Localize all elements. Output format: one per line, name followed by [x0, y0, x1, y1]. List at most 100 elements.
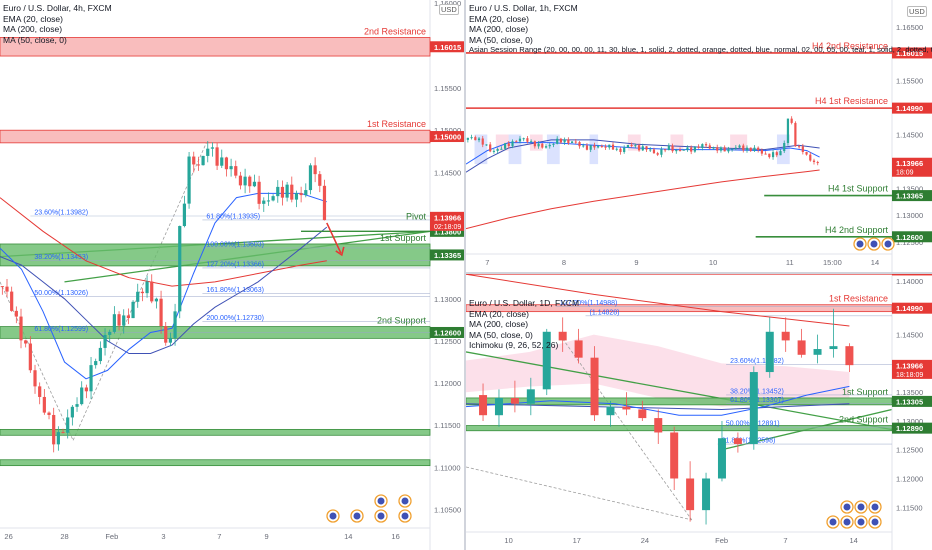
- candle-body[interactable]: [322, 185, 327, 221]
- session-box[interactable]: [627, 134, 641, 151]
- candle-body[interactable]: [474, 137, 477, 141]
- ma50-line[interactable]: [466, 403, 850, 411]
- candle-body[interactable]: [559, 138, 563, 143]
- candle-body[interactable]: [563, 139, 566, 143]
- candle-body[interactable]: [98, 347, 102, 362]
- candle-body[interactable]: [66, 417, 70, 433]
- candle-body[interactable]: [238, 175, 243, 186]
- candle-body[interactable]: [470, 137, 473, 139]
- price-axis[interactable]: [892, 0, 932, 272]
- candle-body[interactable]: [206, 148, 210, 156]
- candle-body[interactable]: [634, 145, 637, 147]
- candle-body[interactable]: [686, 478, 695, 511]
- candle-body[interactable]: [731, 148, 734, 150]
- candle-body[interactable]: [294, 193, 299, 200]
- candle-body[interactable]: [801, 146, 804, 153]
- candle-body[interactable]: [630, 144, 633, 146]
- candle-body[interactable]: [136, 291, 140, 302]
- candle-body[interactable]: [70, 406, 74, 418]
- candle-body[interactable]: [500, 148, 503, 150]
- candle-body[interactable]: [28, 343, 32, 371]
- candle-body[interactable]: [727, 149, 730, 152]
- candle-body[interactable]: [42, 396, 46, 413]
- legend-asian-session[interactable]: Asian Session Range (20, 00, 00, 00, 11,…: [469, 45, 932, 54]
- candle-body[interactable]: [537, 143, 540, 147]
- candle-body[interactable]: [678, 149, 682, 151]
- candle-body[interactable]: [103, 334, 107, 348]
- candle-body[interactable]: [708, 145, 711, 149]
- candle-body[interactable]: [813, 349, 822, 355]
- candle-body[interactable]: [196, 164, 201, 166]
- candle-body[interactable]: [712, 147, 715, 149]
- candle-body[interactable]: [477, 138, 481, 141]
- candle-body[interactable]: [745, 147, 749, 151]
- pane-divider-vertical[interactable]: [464, 0, 466, 550]
- candle-body[interactable]: [816, 161, 819, 164]
- candle-body[interactable]: [645, 146, 648, 150]
- candle-body[interactable]: [47, 412, 51, 415]
- candle-body[interactable]: [590, 357, 599, 416]
- legend-symbol[interactable]: Euro / U.S. Dollar, 1h, FXCM: [469, 3, 578, 13]
- candle-body[interactable]: [797, 340, 806, 355]
- candle-body[interactable]: [556, 138, 559, 144]
- candle-body[interactable]: [533, 141, 536, 147]
- candle-body[interactable]: [220, 157, 224, 166]
- candle-body[interactable]: [308, 165, 313, 191]
- candle-body[interactable]: [299, 193, 303, 196]
- candle-body[interactable]: [522, 138, 525, 140]
- candle-body[interactable]: [271, 196, 275, 201]
- trendline[interactable]: [466, 351, 893, 431]
- candle-body[interactable]: [686, 147, 689, 150]
- chart-4h-canvas[interactable]: 1.10500 1.11000 1.11500 1.12000 1.12500 1.130…: [0, 0, 464, 550]
- chart-1d-canvas[interactable]: 1.11500 1.12000 1.12500 1.13000 1.13500 1.140…: [466, 274, 932, 550]
- chart-pane-1d[interactable]: 1.11500 1.12000 1.12500 1.13000 1.13500 1.140…: [466, 274, 932, 550]
- candle-body[interactable]: [24, 340, 28, 344]
- candle-body[interactable]: [656, 153, 659, 155]
- candle-body[interactable]: [757, 147, 760, 151]
- candle-body[interactable]: [768, 153, 771, 158]
- candle-body[interactable]: [637, 145, 641, 151]
- candle-body[interactable]: [652, 149, 656, 154]
- candle-body[interactable]: [552, 143, 555, 145]
- candle-body[interactable]: [775, 152, 778, 156]
- chart-1h-canvas[interactable]: 1.125001.130001.135001.140001.145001.150…: [466, 0, 932, 272]
- candle-body[interactable]: [719, 147, 723, 151]
- candle-body[interactable]: [201, 155, 205, 166]
- candle-body[interactable]: [667, 145, 670, 151]
- candle-body[interactable]: [742, 145, 745, 151]
- ma50-line[interactable]: [0, 226, 328, 354]
- candle-body[interactable]: [511, 141, 514, 147]
- legend-ema[interactable]: EMA (20, close): [3, 13, 63, 24]
- candle-body[interactable]: [749, 372, 758, 444]
- candle-body[interactable]: [682, 149, 685, 151]
- legend-ema[interactable]: EMA (20, close): [469, 308, 529, 319]
- candle-body[interactable]: [496, 148, 499, 151]
- candle-body[interactable]: [243, 176, 247, 186]
- last-price-tag[interactable]: [430, 211, 464, 231]
- candle-body[interactable]: [492, 150, 496, 152]
- asian-session-box[interactable]: [589, 134, 599, 165]
- candle-body[interactable]: [604, 146, 607, 148]
- candle-body[interactable]: [61, 432, 65, 434]
- currency-badge[interactable]: USD: [439, 4, 459, 15]
- candle-body[interactable]: [168, 337, 173, 343]
- candle-body[interactable]: [574, 340, 583, 358]
- candle-body[interactable]: [38, 386, 42, 397]
- candle-body[interactable]: [664, 149, 667, 151]
- legend-ema[interactable]: EMA (20, close): [469, 13, 529, 24]
- candle-body[interactable]: [494, 397, 503, 416]
- candle-body[interactable]: [783, 143, 786, 152]
- candle-body[interactable]: [117, 314, 121, 326]
- candle-body[interactable]: [597, 146, 600, 148]
- candle-body[interactable]: [812, 160, 816, 162]
- candle-body[interactable]: [649, 149, 652, 151]
- candle-body[interactable]: [779, 151, 782, 156]
- candle-body[interactable]: [671, 145, 674, 152]
- legend-symbol[interactable]: Euro / U.S. Dollar, 1D, FXCM: [469, 298, 580, 308]
- candle-body[interactable]: [716, 147, 719, 151]
- candle-body[interactable]: [790, 118, 793, 123]
- candle-body[interactable]: [530, 141, 533, 143]
- candle-body[interactable]: [122, 315, 126, 326]
- legend-ma200[interactable]: MA (200, close): [3, 24, 63, 34]
- candle-body[interactable]: [582, 145, 585, 147]
